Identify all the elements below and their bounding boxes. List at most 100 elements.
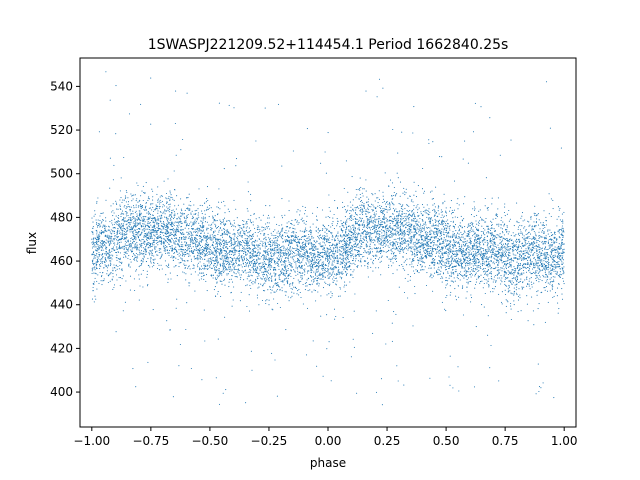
data-point [174, 205, 176, 207]
data-point [249, 251, 252, 253]
data-point [223, 256, 225, 258]
data-point [136, 255, 138, 258]
data-point [246, 238, 248, 240]
data-point [412, 266, 414, 268]
data-point [171, 215, 173, 217]
data-point [135, 206, 137, 208]
data-point [112, 229, 114, 232]
data-point [101, 261, 103, 263]
data-point [177, 222, 180, 224]
data-point [381, 229, 383, 231]
data-point [464, 226, 466, 228]
data-point [235, 258, 237, 260]
data-point [444, 200, 446, 202]
data-point [202, 219, 204, 221]
data-point [473, 244, 475, 246]
data-point [150, 224, 152, 226]
data-point [112, 231, 114, 233]
data-point [266, 250, 268, 253]
data-point [216, 239, 218, 241]
data-point [411, 254, 413, 256]
data-point [341, 231, 344, 233]
data-point [128, 217, 130, 219]
data-point [224, 267, 227, 269]
data-point [138, 278, 140, 280]
data-point [500, 267, 502, 269]
data-point [226, 233, 228, 235]
data-point [511, 280, 513, 282]
data-point [392, 128, 394, 131]
data-point [289, 227, 291, 229]
data-point [490, 275, 492, 277]
data-point [470, 253, 472, 255]
data-point [267, 277, 270, 280]
data-point [445, 215, 448, 217]
data-point [341, 246, 343, 248]
data-point [381, 223, 383, 226]
data-point [129, 210, 131, 212]
data-point [402, 204, 404, 206]
data-point [332, 272, 334, 274]
data-point [365, 210, 367, 212]
data-point [92, 239, 94, 241]
data-point [140, 250, 143, 252]
data-point [145, 235, 147, 237]
data-point [223, 263, 225, 265]
data-point [409, 258, 411, 260]
data-point [138, 247, 140, 249]
data-point [352, 258, 355, 260]
data-point [143, 256, 145, 258]
data-point [327, 132, 329, 134]
data-point [190, 205, 192, 207]
data-point [337, 259, 339, 261]
data-point [525, 258, 527, 260]
data-point [404, 269, 406, 271]
data-point [275, 247, 277, 249]
data-point [481, 280, 483, 282]
data-point [463, 218, 465, 220]
data-point [403, 224, 405, 226]
data-point [110, 272, 112, 274]
data-point [426, 250, 428, 252]
data-point [503, 234, 505, 236]
data-point [274, 275, 276, 277]
data-point [538, 281, 540, 283]
data-point [344, 247, 346, 249]
data-point [201, 236, 203, 238]
data-point [387, 242, 389, 244]
data-point [460, 274, 463, 276]
data-point [354, 260, 357, 262]
data-point [112, 246, 114, 248]
data-point [426, 233, 428, 235]
data-point [376, 218, 378, 220]
data-point [553, 268, 555, 270]
data-point [548, 193, 550, 195]
data-point [506, 247, 508, 249]
data-point [381, 237, 383, 239]
data-point [214, 240, 217, 242]
data-point [182, 244, 184, 246]
data-point [403, 291, 406, 294]
data-point [371, 251, 374, 253]
data-point [142, 223, 144, 225]
data-point [358, 229, 360, 231]
data-point [137, 184, 139, 187]
data-point [339, 271, 341, 273]
data-point [206, 186, 209, 188]
data-point [117, 208, 119, 210]
data-point [421, 237, 423, 239]
data-point [415, 254, 417, 256]
data-point [341, 251, 343, 253]
data-point [386, 229, 388, 231]
data-point [217, 239, 219, 241]
data-point [529, 263, 532, 265]
data-point [530, 251, 532, 253]
data-point [124, 197, 126, 200]
data-point [194, 238, 196, 240]
data-point [536, 240, 538, 242]
data-point [433, 237, 436, 239]
data-point [281, 249, 283, 251]
data-point [551, 288, 553, 290]
data-point [365, 231, 367, 233]
data-point [312, 254, 314, 256]
